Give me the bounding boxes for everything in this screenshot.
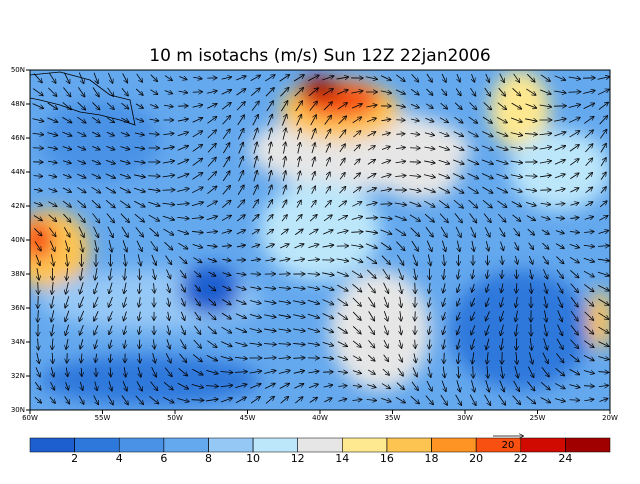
x-tick-label: 35W [385, 414, 401, 422]
colorbar-swatch [30, 438, 75, 452]
colorbar-label: 16 [380, 452, 394, 465]
colorbar-label: 12 [291, 452, 305, 465]
colorbar-swatch [432, 438, 477, 452]
reference-vector-label: 20 [502, 440, 515, 451]
wind-arrow [81, 368, 82, 376]
wind-arrow [38, 282, 39, 294]
y-tick-label: 46N [11, 134, 25, 142]
colorbar-label: 20 [469, 452, 483, 465]
y-tick-label: 44N [11, 168, 25, 176]
colorbar-label: 6 [160, 452, 167, 465]
colorbar-swatch [565, 438, 610, 452]
isotach-field [10, 70, 612, 410]
y-tick-label: 50N [11, 66, 25, 74]
colorbar-swatch [75, 438, 120, 452]
y-tick-label: 48N [11, 100, 25, 108]
x-tick-label: 40W [312, 414, 328, 422]
colorbar-label: 18 [425, 452, 439, 465]
wind-arrow [569, 92, 581, 93]
y-tick-label: 34N [11, 338, 25, 346]
x-tick-label: 20W [602, 414, 618, 422]
wind-arrow [444, 353, 445, 363]
x-tick-label: 55W [95, 414, 111, 422]
wind-arrow [516, 270, 517, 279]
colorbar-swatch [387, 438, 432, 452]
wind-arrow [502, 270, 503, 278]
wind-arrow [148, 176, 160, 177]
x-tick-label: 45W [240, 414, 256, 422]
title: 10 m isotachs (m/s) Sun 12Z 22jan2006 [149, 46, 491, 66]
colorbar-swatch [208, 438, 253, 452]
x-tick-label: 50W [167, 414, 183, 422]
colorbar-swatch [342, 438, 387, 452]
colorbar-swatch [521, 438, 566, 452]
colorbar-label: 14 [335, 452, 349, 465]
x-tick-label: 30W [457, 414, 473, 422]
colorbar-swatch [164, 438, 209, 452]
x-tick-label: 25W [530, 414, 546, 422]
wind-arrow [415, 311, 416, 320]
y-tick-label: 40N [11, 236, 25, 244]
colorbar-label: 2 [71, 452, 78, 465]
x-tick-label: 60W [22, 414, 38, 422]
y-tick-label: 30N [11, 406, 25, 414]
y-tick-label: 42N [11, 202, 25, 210]
colorbar-swatch [253, 438, 298, 452]
colorbar-label: 24 [558, 452, 572, 465]
colorbar-swatch [298, 438, 343, 452]
colorbar-label: 8 [205, 452, 212, 465]
y-tick-label: 32N [11, 372, 25, 380]
colorbar-label: 22 [514, 452, 528, 465]
y-tick-label: 38N [11, 270, 25, 278]
wind-arrow [516, 338, 517, 350]
colorbar-label: 4 [116, 452, 123, 465]
y-tick-label: 36N [11, 304, 25, 312]
colorbar-label: 10 [246, 452, 260, 465]
wind-arrow [525, 176, 536, 177]
colorbar-swatch [119, 438, 164, 452]
